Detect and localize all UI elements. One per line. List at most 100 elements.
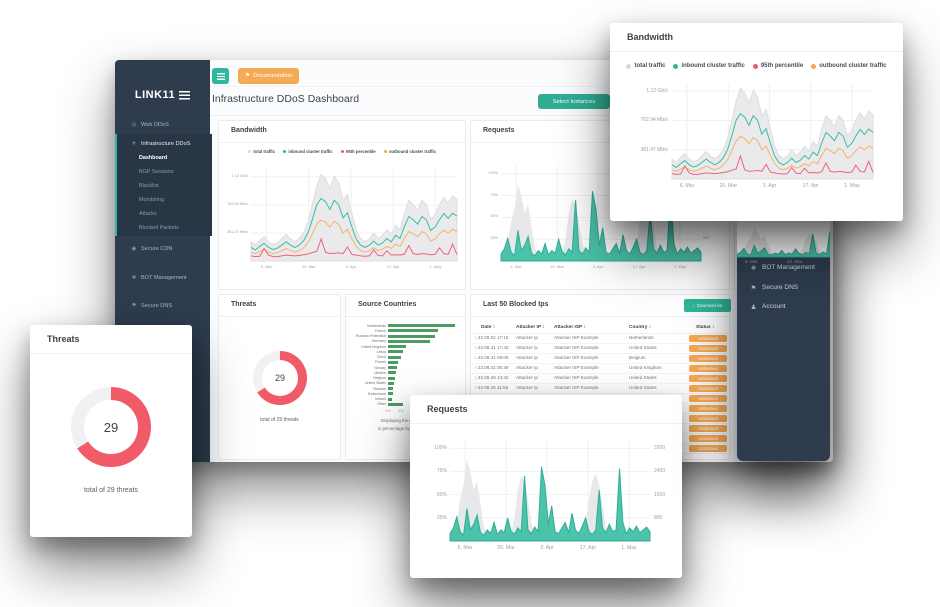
table-cell: Attacker ISP Example [554,365,599,371]
column-header-status[interactable]: Status ↕ [696,325,715,330]
sidebar-item-label: Monitoring [139,197,165,203]
requests-left-axis: 100% 75% 50% 25% [471,165,498,261]
axis-tick: 1.12 Gb/s [646,88,668,95]
select-instances-button[interactable]: Select Instances [538,94,610,109]
logo-bars-icon [179,90,191,100]
bandwidth-legend: total traffic inbound cluster traffic 95th… [219,149,465,154]
table-row[interactable]: › 23.08.31 09:08 Attacker Ip Attacker ISP … [471,353,731,364]
status-badge: Unblocked [689,375,727,383]
sidebar: LINK11 ◎ Web DDoS ✈ Infrastructure DDoS … [115,60,212,462]
table-cell: Attacker ISP Example [554,335,599,341]
axis-tick: 1. May [673,264,687,269]
country-bar [388,350,403,354]
legend-item: total traffic [626,63,665,69]
table-cell: › 23.09.02 17:15 [475,335,509,341]
axis-tick: 3200 [654,445,666,452]
sidebar-item-secure-cdn[interactable]: ◉ Secure CDN [115,242,210,255]
card-header: Bandwidth [610,23,903,52]
topbar-divider [210,86,833,87]
axis-tick: 1. May [844,183,860,189]
table-cell: Attacker Ip [516,385,538,391]
threats-count: 29 [84,400,138,454]
country-bar [388,397,393,401]
card-title: Bandwidth [627,32,673,42]
sidebar-item-monitoring[interactable]: Monitoring [117,194,210,206]
table-cell: Attacker Ip [516,345,538,351]
sidebar-item-secure-dns[interactable]: ⚑ Secure DNS [737,281,830,294]
column-header-country[interactable]: Country ↕ [629,325,652,330]
bar-track [388,402,458,406]
country-bar-row: Russian Federation [356,334,458,339]
requests-x-axis: 6. Mar 20. Mar 3. Apr 17. Apr 1. May [501,264,701,271]
legend-label: 95th percentile [346,149,376,154]
sidebar-item-blocked-packets[interactable]: Blocked Packets [117,222,210,234]
documentation-button[interactable]: ⚑ Documentation [238,68,300,84]
country-bar [388,345,407,349]
sidebar-item-bot-management[interactable]: ❖ BOT Management [737,261,830,274]
country-bar [388,360,399,364]
panel-header: Last 50 Blocked Ips [471,295,729,317]
country-label: Russian Federation [356,334,387,339]
select-instances-label: Select Instances [552,98,596,105]
table-row[interactable]: › 23.08.26 11:56 Attacker Ip Attacker ISP … [471,383,731,394]
table-row[interactable]: › 23.08.31 05:49 Attacker Ip Attacker ISP … [471,363,731,374]
table-row[interactable]: › 23.08.31 17:43 Attacker Ip Attacker ISP … [471,343,731,354]
card-header: Threats [30,325,192,354]
table-row[interactable]: › 23.08.29 14:42 Attacker Ip Attacker ISP … [471,373,731,384]
panel-header: Requests [471,121,729,143]
legend-label: outbound cluster traffic [819,63,887,69]
legend-item: outbound cluster traffic [811,63,887,69]
sidebar-item-dashboard[interactable]: Dashboard [117,152,210,164]
column-header-date[interactable]: Date ↕ [481,325,496,330]
sidebar-active-group: ✈ Infrastructure DDoS Dashboard BGP Sess… [115,134,212,236]
country-label: Sweden [373,386,386,391]
column-header-attacker-ip[interactable]: Attacker IP ↕ [516,325,545,330]
page-title: Infrastructure DDoS Dashboard [212,93,360,105]
table-row[interactable]: › 23.09.02 17:15 Attacker Ip Attacker ISP … [471,333,731,344]
paper-plane-icon: ✈ [131,140,137,147]
axis-tick: 3. Apr [592,264,604,269]
sidebar-item-blacklist[interactable]: Blacklist [117,180,210,192]
source-countries-caption: Displaying the distribution [381,418,430,423]
status-badge: Unblocked [689,425,727,433]
country-bar-row: Poland [356,360,458,365]
column-header-attacker-isp[interactable]: Attacker ISP ↕ [554,325,586,330]
card-title: Threats [47,334,80,344]
globe-icon: ◎ [131,121,137,128]
panel-header: Threats [219,295,340,317]
sidebar-item-label: BGP Sessions [139,169,174,175]
sidebar-item-label: Secure DNS [141,302,173,309]
sidebar-item-infrastructure-ddos[interactable]: ✈ Infrastructure DDoS [115,137,210,150]
sidebar-item-web-ddos[interactable]: ◎ Web DDoS [115,118,210,131]
legend-dot-icon [383,149,387,154]
requests-right-axis: 3200 2400 1600 800 [654,439,680,541]
link11-logo: LINK11 [115,82,210,108]
requests-left-axis: 100% 75% 50% 25% [416,439,447,541]
sidebar-item-bot-management[interactable]: ❖ BOT Management [115,271,210,284]
sidebar-item-account[interactable]: ♟ Account [737,300,830,313]
sidebar-item-label: Account [762,303,786,310]
sidebar-item-secure-dns[interactable]: ⚑ Secure DNS [115,299,210,312]
bandwidth-legend: total traffic inbound cluster traffic 95th… [610,63,903,69]
documentation-icon: ⚑ [245,73,251,79]
threats-count: 29 [262,360,298,396]
sidebar-item-bgp-sessions[interactable]: BGP Sessions [117,166,210,178]
hamburger-icon [216,72,225,80]
bar-track [388,397,458,401]
download-list-button[interactable]: ↓ Download list [684,299,731,312]
sidebar-item-attacks[interactable]: Attacks [117,208,210,220]
country-bar-row: Norway [356,365,458,370]
axis-tick: 1. May [429,264,442,269]
panel-title: Last 50 Blocked Ips [483,301,549,308]
axis-tick: 3. Apr [762,183,777,189]
axis-tick: 25% [436,514,447,521]
country-bar [388,376,395,380]
axis-tick: 20. Mar [550,264,564,269]
threats-caption: total of 29 threats [260,417,299,423]
axis-tick: 1.12 Gb/s [231,173,248,178]
country-bar-row: Germany [356,339,458,344]
fragment-chart-strip [737,215,830,257]
menu-button[interactable] [212,68,229,84]
country-bar [388,371,397,375]
table-cell: Attacker ISP Example [554,345,599,351]
